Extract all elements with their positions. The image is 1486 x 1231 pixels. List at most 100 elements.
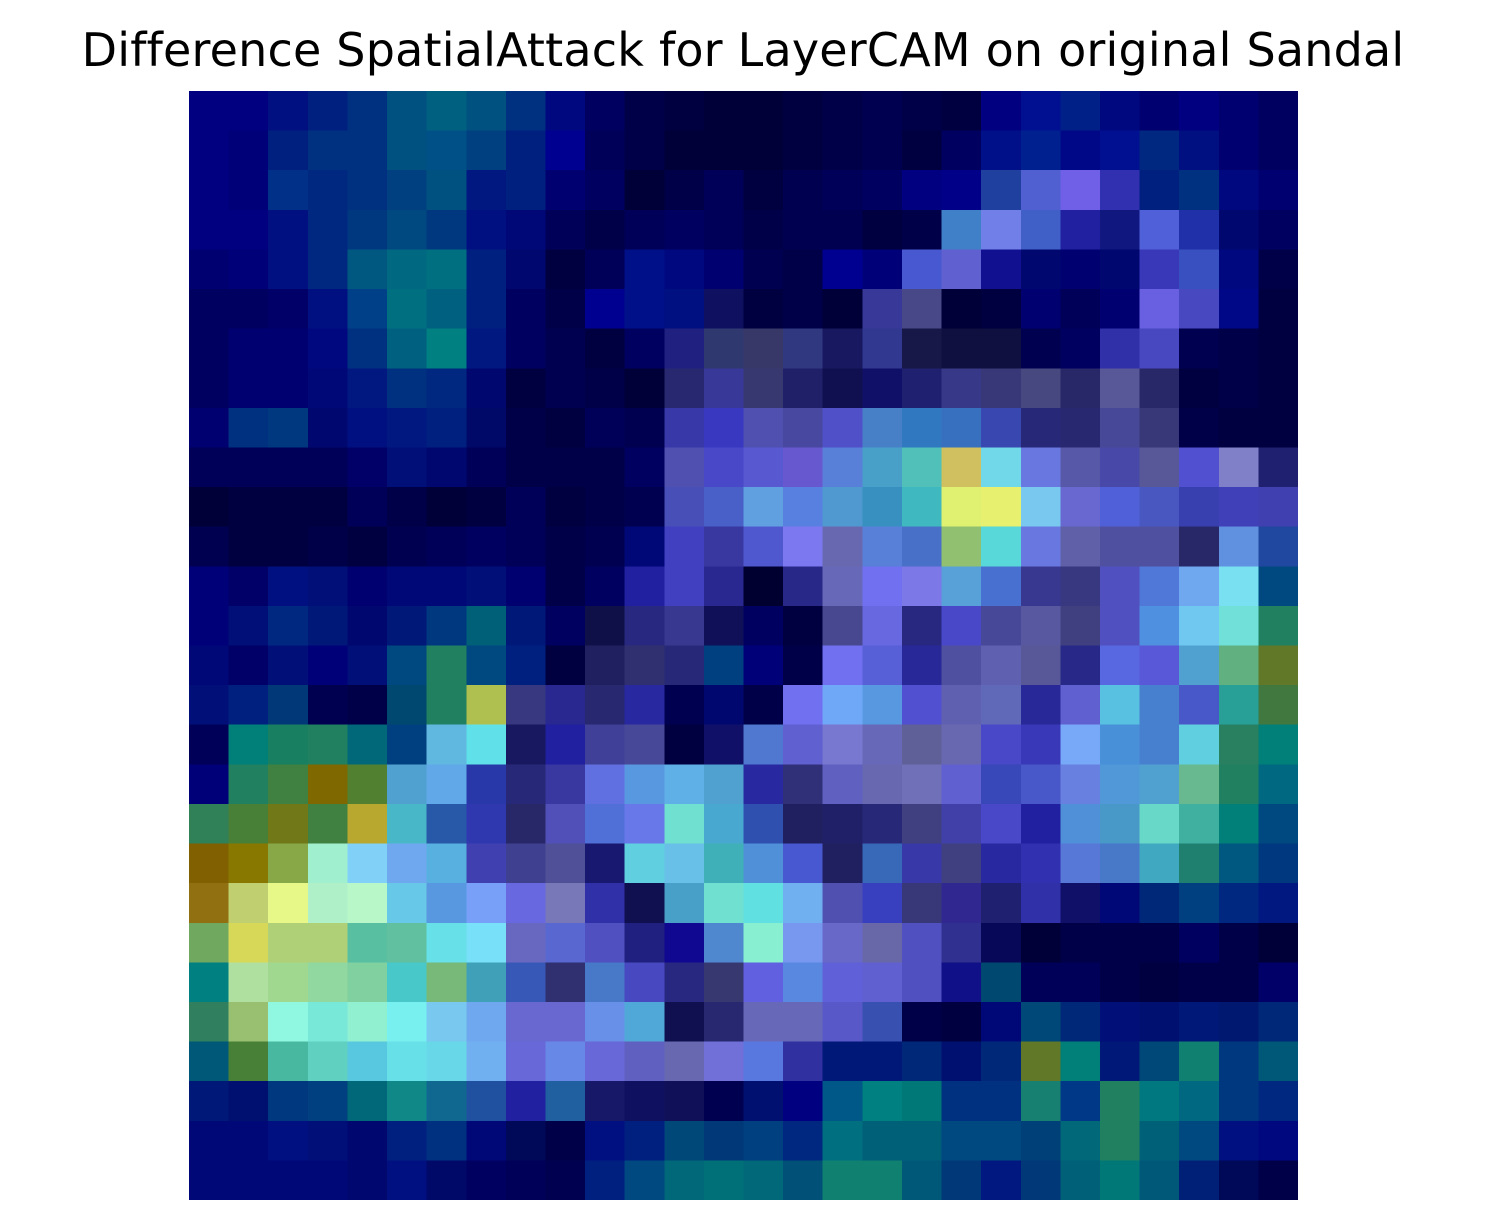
heatmap-cell-r16-c3: [307, 724, 349, 765]
heatmap-cell-r20-c9: [545, 883, 586, 924]
heatmap-cell-r4-c23: [1099, 249, 1141, 290]
heatmap-cell-r5-c5: [387, 289, 428, 330]
heatmap-cell-r9-c18: [901, 447, 943, 488]
heatmap-cell-r2-c5: [387, 170, 428, 211]
heatmap-cell-r12-c15: [783, 566, 824, 607]
heatmap-cell-r2-c25: [1179, 170, 1220, 211]
heatmap-cell-r5-c1: [228, 289, 269, 330]
heatmap-cell-r19-c23: [1099, 843, 1141, 884]
heatmap-cell-r17-c25: [1179, 764, 1220, 805]
heatmap-cell-r2-c3: [307, 170, 349, 211]
heatmap-cell-r1-c23: [1099, 130, 1141, 171]
heatmap-cell-r10-c22: [1060, 487, 1101, 528]
heatmap-cell-r12-c0: [189, 566, 230, 607]
heatmap-cell-r11-c18: [901, 526, 943, 567]
heatmap-cell-r9-c25: [1179, 447, 1220, 488]
heatmap-cell-r11-c22: [1060, 526, 1101, 567]
heatmap-cell-r10-c13: [703, 487, 745, 528]
heatmap-cell-r4-c4: [347, 249, 388, 290]
heatmap-cell-r15-c2: [268, 685, 309, 726]
heatmap-cell-r12-c10: [585, 566, 626, 607]
heatmap-cell-r15-c19: [941, 685, 982, 726]
heatmap-cell-r10-c11: [624, 487, 665, 528]
heatmap-cell-r7-c13: [703, 368, 745, 409]
heatmap-cell-r11-c26: [1218, 526, 1259, 567]
heatmap-cell-r25-c11: [624, 1081, 665, 1122]
heatmap-cell-r6-c18: [901, 328, 943, 369]
heatmap-cell-r9-c20: [981, 447, 1022, 488]
heatmap-cell-r17-c0: [189, 764, 230, 805]
heatmap-cell-r5-c23: [1099, 289, 1141, 330]
heatmap-cell-r7-c16: [822, 368, 863, 409]
heatmap-cell-r1-c13: [703, 130, 745, 171]
heatmap-cell-r18-c24: [1139, 803, 1180, 845]
heatmap-cell-r17-c8: [505, 764, 547, 805]
heatmap-cell-r24-c13: [703, 1041, 745, 1082]
heatmap-cell-r10-c7: [466, 487, 507, 528]
heatmap-cell-r16-c8: [505, 724, 547, 765]
heatmap-cell-r9-c0: [189, 447, 230, 488]
heatmap-cell-r9-c14: [743, 447, 784, 488]
heatmap-cell-r10-c25: [1179, 487, 1220, 528]
heatmap-cell-r2-c7: [466, 170, 507, 211]
heatmap-cell-r8-c19: [941, 407, 982, 449]
heatmap-cell-r7-c15: [783, 368, 824, 409]
heatmap-cell-r0-c13: [703, 91, 745, 132]
heatmap-cell-r24-c7: [466, 1041, 507, 1082]
heatmap-cell-r15-c10: [585, 685, 626, 726]
heatmap-cell-r14-c8: [505, 645, 547, 686]
heatmap-cell-r12-c27: [1258, 566, 1298, 607]
heatmap-cell-r18-c0: [189, 803, 230, 845]
heatmap-cell-r20-c27: [1258, 883, 1298, 924]
heatmap-cell-r5-c21: [1020, 289, 1061, 330]
heatmap-cell-r27-c18: [901, 1160, 943, 1200]
heatmap-cell-r6-c23: [1099, 328, 1141, 369]
heatmap-cell-r5-c26: [1218, 289, 1259, 330]
heatmap-cell-r15-c12: [664, 685, 705, 726]
heatmap-cell-r7-c17: [862, 368, 903, 409]
heatmap-cell-r0-c23: [1099, 91, 1141, 132]
heatmap-cell-r8-c7: [466, 407, 507, 449]
heatmap-cell-r16-c2: [268, 724, 309, 765]
heatmap-cell-r13-c26: [1218, 605, 1259, 647]
heatmap-cell-r14-c2: [268, 645, 309, 686]
heatmap-cell-r3-c5: [387, 209, 428, 251]
heatmap-cell-r5-c13: [703, 289, 745, 330]
heatmap-cell-r3-c17: [862, 209, 903, 251]
heatmap-cell-r24-c22: [1060, 1041, 1101, 1082]
heatmap-cell-r18-c3: [307, 803, 349, 845]
heatmap-cell-r5-c17: [862, 289, 903, 330]
heatmap-cell-r1-c2: [268, 130, 309, 171]
heatmap-cell-r3-c7: [466, 209, 507, 251]
heatmap-cell-r4-c9: [545, 249, 586, 290]
heatmap-cell-r21-c15: [783, 922, 824, 963]
heatmap-cell-r21-c1: [228, 922, 269, 963]
heatmap-cell-r1-c11: [624, 130, 665, 171]
heatmap-cell-r7-c12: [664, 368, 705, 409]
heatmap-cell-r2-c18: [901, 170, 943, 211]
heatmap-grid: [189, 91, 1298, 1200]
heatmap-cell-r0-c3: [307, 91, 349, 132]
heatmap-cell-r9-c23: [1099, 447, 1141, 488]
heatmap-cell-r16-c10: [585, 724, 626, 765]
heatmap-cell-r24-c1: [228, 1041, 269, 1082]
heatmap-cell-r23-c9: [545, 1001, 586, 1043]
heatmap-cell-r3-c18: [901, 209, 943, 251]
heatmap-cell-r8-c0: [189, 407, 230, 449]
heatmap-cell-r5-c4: [347, 289, 388, 330]
heatmap-cell-r26-c11: [624, 1120, 665, 1161]
heatmap-cell-r6-c15: [783, 328, 824, 369]
heatmap-cell-r16-c12: [664, 724, 705, 765]
heatmap-cell-r3-c0: [189, 209, 230, 251]
heatmap-cell-r1-c0: [189, 130, 230, 171]
heatmap-cell-r27-c8: [505, 1160, 547, 1200]
heatmap-cell-r23-c10: [585, 1001, 626, 1043]
heatmap-cell-r5-c9: [545, 289, 586, 330]
heatmap-cell-r19-c14: [743, 843, 784, 884]
heatmap-cell-r1-c10: [585, 130, 626, 171]
heatmap-cell-r8-c15: [783, 407, 824, 449]
heatmap-cell-r10-c20: [981, 487, 1022, 528]
heatmap-cell-r16-c26: [1218, 724, 1259, 765]
heatmap-cell-r22-c2: [268, 962, 309, 1003]
heatmap-cell-r4-c5: [387, 249, 428, 290]
